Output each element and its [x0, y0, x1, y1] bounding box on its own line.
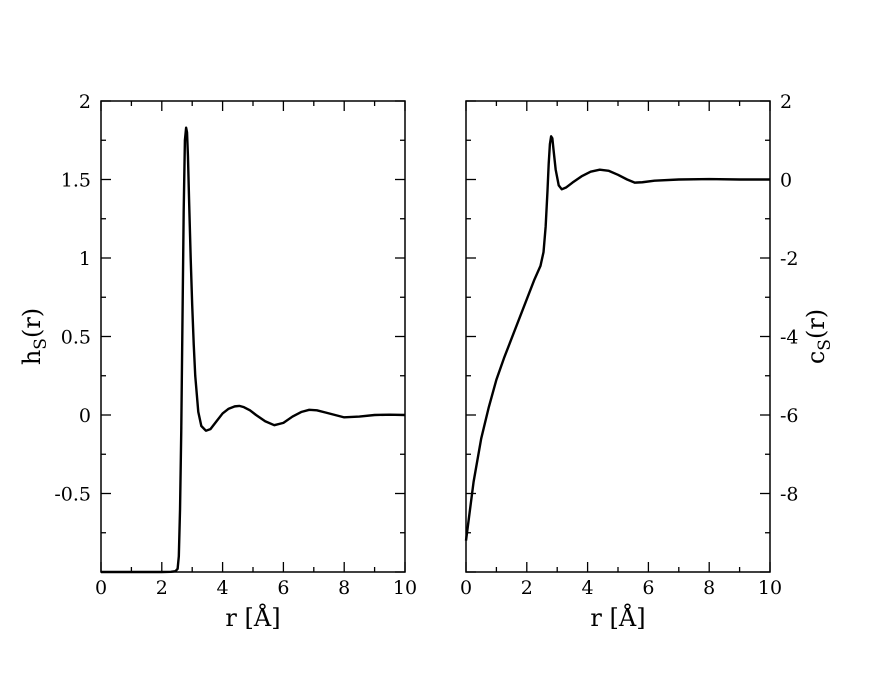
x-tick-label: 4 — [217, 577, 229, 599]
x-tick-label: 4 — [582, 577, 594, 599]
x-tick-label: 10 — [758, 577, 782, 599]
y-tick-labels: -0.5 0 0.5 1 1.5 2 — [54, 91, 91, 506]
y-tick-label: 1 — [79, 248, 91, 270]
x-tick-label: 0 — [460, 577, 472, 599]
y-tick-label: -6 — [780, 405, 799, 427]
x-tick-label: 0 — [95, 577, 107, 599]
y-tick-label: -4 — [780, 327, 799, 349]
y-axis-title-subscript: S — [31, 338, 51, 350]
plot-frame — [100, 100, 406, 573]
x-axis-title: r [Å] — [225, 603, 280, 632]
x-tick-labels: 0 2 4 6 8 10 — [460, 577, 782, 599]
c-s-curve — [464, 135, 770, 541]
x-tick-label: 6 — [277, 577, 289, 599]
x-tick-label: 8 — [338, 577, 350, 599]
y-axis-title-main: h — [18, 350, 46, 365]
y-tick-label: 0 — [780, 170, 792, 192]
panel-h-s: 0 2 4 6 8 10 -0.5 0 0.5 1 1.5 2 r [Å] hS(r) — [18, 91, 417, 632]
y-axis-title-main: c — [802, 351, 830, 364]
y-tick-label: 2 — [79, 91, 91, 113]
y-tick-label: -8 — [780, 484, 799, 506]
y-tick-labels: -8 -6 -4 -2 0 2 — [780, 91, 799, 506]
h-s-curve — [101, 126, 406, 574]
x-tick-label: 2 — [156, 577, 168, 599]
y-tick-label: -2 — [780, 248, 799, 270]
panel-c-s: 0 2 4 6 8 10 -8 -6 -4 -2 0 2 r [Å] cS(r) — [460, 91, 835, 632]
y-axis-title: cS(r) — [802, 309, 835, 364]
y-tick-label: 0 — [79, 405, 91, 427]
x-tick-label: 2 — [521, 577, 533, 599]
x-axis-title: r [Å] — [590, 603, 645, 632]
y-axis-title-tail: (r) — [802, 309, 830, 339]
tick-marks — [465, 100, 771, 573]
y-tick-label: -0.5 — [54, 484, 91, 506]
y-axis-title-tail: (r) — [18, 308, 46, 338]
y-axis-title-subscript: S — [815, 339, 835, 351]
x-tick-label: 8 — [703, 577, 715, 599]
y-axis-title: hS(r) — [18, 308, 51, 365]
y-tick-label: 1.5 — [61, 170, 91, 192]
y-tick-label: 0.5 — [61, 327, 91, 349]
x-tick-labels: 0 2 4 6 8 10 — [95, 577, 417, 599]
y-tick-label: 2 — [780, 91, 792, 113]
x-tick-label: 10 — [393, 577, 417, 599]
x-tick-label: 6 — [642, 577, 654, 599]
tick-marks — [100, 100, 406, 573]
